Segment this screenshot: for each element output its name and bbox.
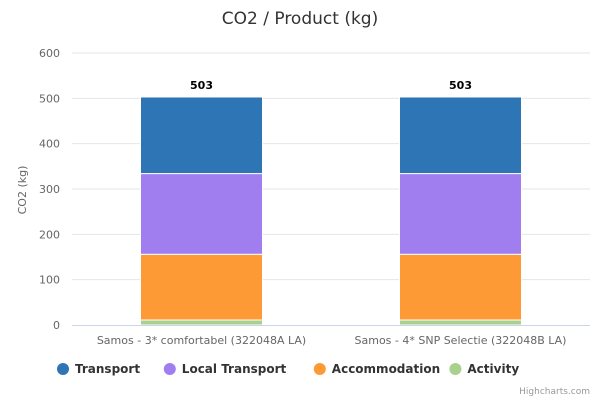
legend-item-transport[interactable]: Transport	[57, 362, 140, 376]
bar-segment-transport[interactable]	[140, 96, 263, 175]
bar-segment-local-transport[interactable]	[140, 173, 263, 255]
y-tick-label: 0	[53, 319, 60, 332]
stack-totals: 503 503	[190, 79, 472, 92]
legend: Transport Local Transport Accommodation Act…	[57, 362, 519, 376]
legend-label: Activity	[467, 362, 519, 376]
bar-segment-local-transport[interactable]	[399, 173, 522, 255]
legend-label: Transport	[75, 362, 140, 376]
y-tick-label: 400	[39, 138, 60, 151]
y-tick-label: 500	[39, 92, 60, 105]
y-tick-label: 200	[39, 228, 60, 241]
bars	[140, 96, 522, 326]
y-tick-label: 600	[39, 47, 60, 60]
legend-symbol	[57, 363, 69, 375]
legend-symbol	[449, 363, 462, 375]
stack-total-label: 503	[449, 79, 472, 92]
stack-total-label: 503	[190, 79, 213, 92]
legend-item-local-transport[interactable]: Local Transport	[163, 362, 287, 376]
legend-symbol	[163, 363, 176, 375]
y-tick-label: 300	[39, 183, 60, 196]
legend-symbol	[313, 363, 326, 375]
bar-segment-accommodation[interactable]	[399, 253, 522, 321]
y-axis-label: CO2 (kg)	[16, 166, 29, 215]
bar-segment-activity[interactable]	[140, 319, 263, 326]
chart-title: CO2 / Product (kg)	[222, 9, 378, 29]
y-axis-ticks: 0 100 200 300 400 500 600	[39, 47, 60, 332]
bar-segment-accommodation[interactable]	[140, 253, 263, 321]
x-category-label: Samos - 4* SNP Selectie (322048B LA)	[355, 334, 567, 347]
credits-link[interactable]: Highcharts.com	[519, 387, 590, 397]
legend-item-accommodation[interactable]: Accommodation	[313, 362, 440, 376]
legend-label: Accommodation	[332, 362, 440, 376]
x-category-label: Samos - 3* comfortabel (322048A LA)	[97, 334, 306, 347]
bar-segment-activity[interactable]	[399, 319, 522, 326]
legend-label: Local Transport	[182, 362, 287, 376]
y-tick-label: 100	[39, 274, 60, 287]
x-axis-categories: Samos - 3* comfortabel (322048A LA) Samos…	[97, 334, 567, 347]
bar-segment-transport[interactable]	[399, 96, 522, 175]
legend-item-activity[interactable]: Activity	[449, 362, 519, 376]
